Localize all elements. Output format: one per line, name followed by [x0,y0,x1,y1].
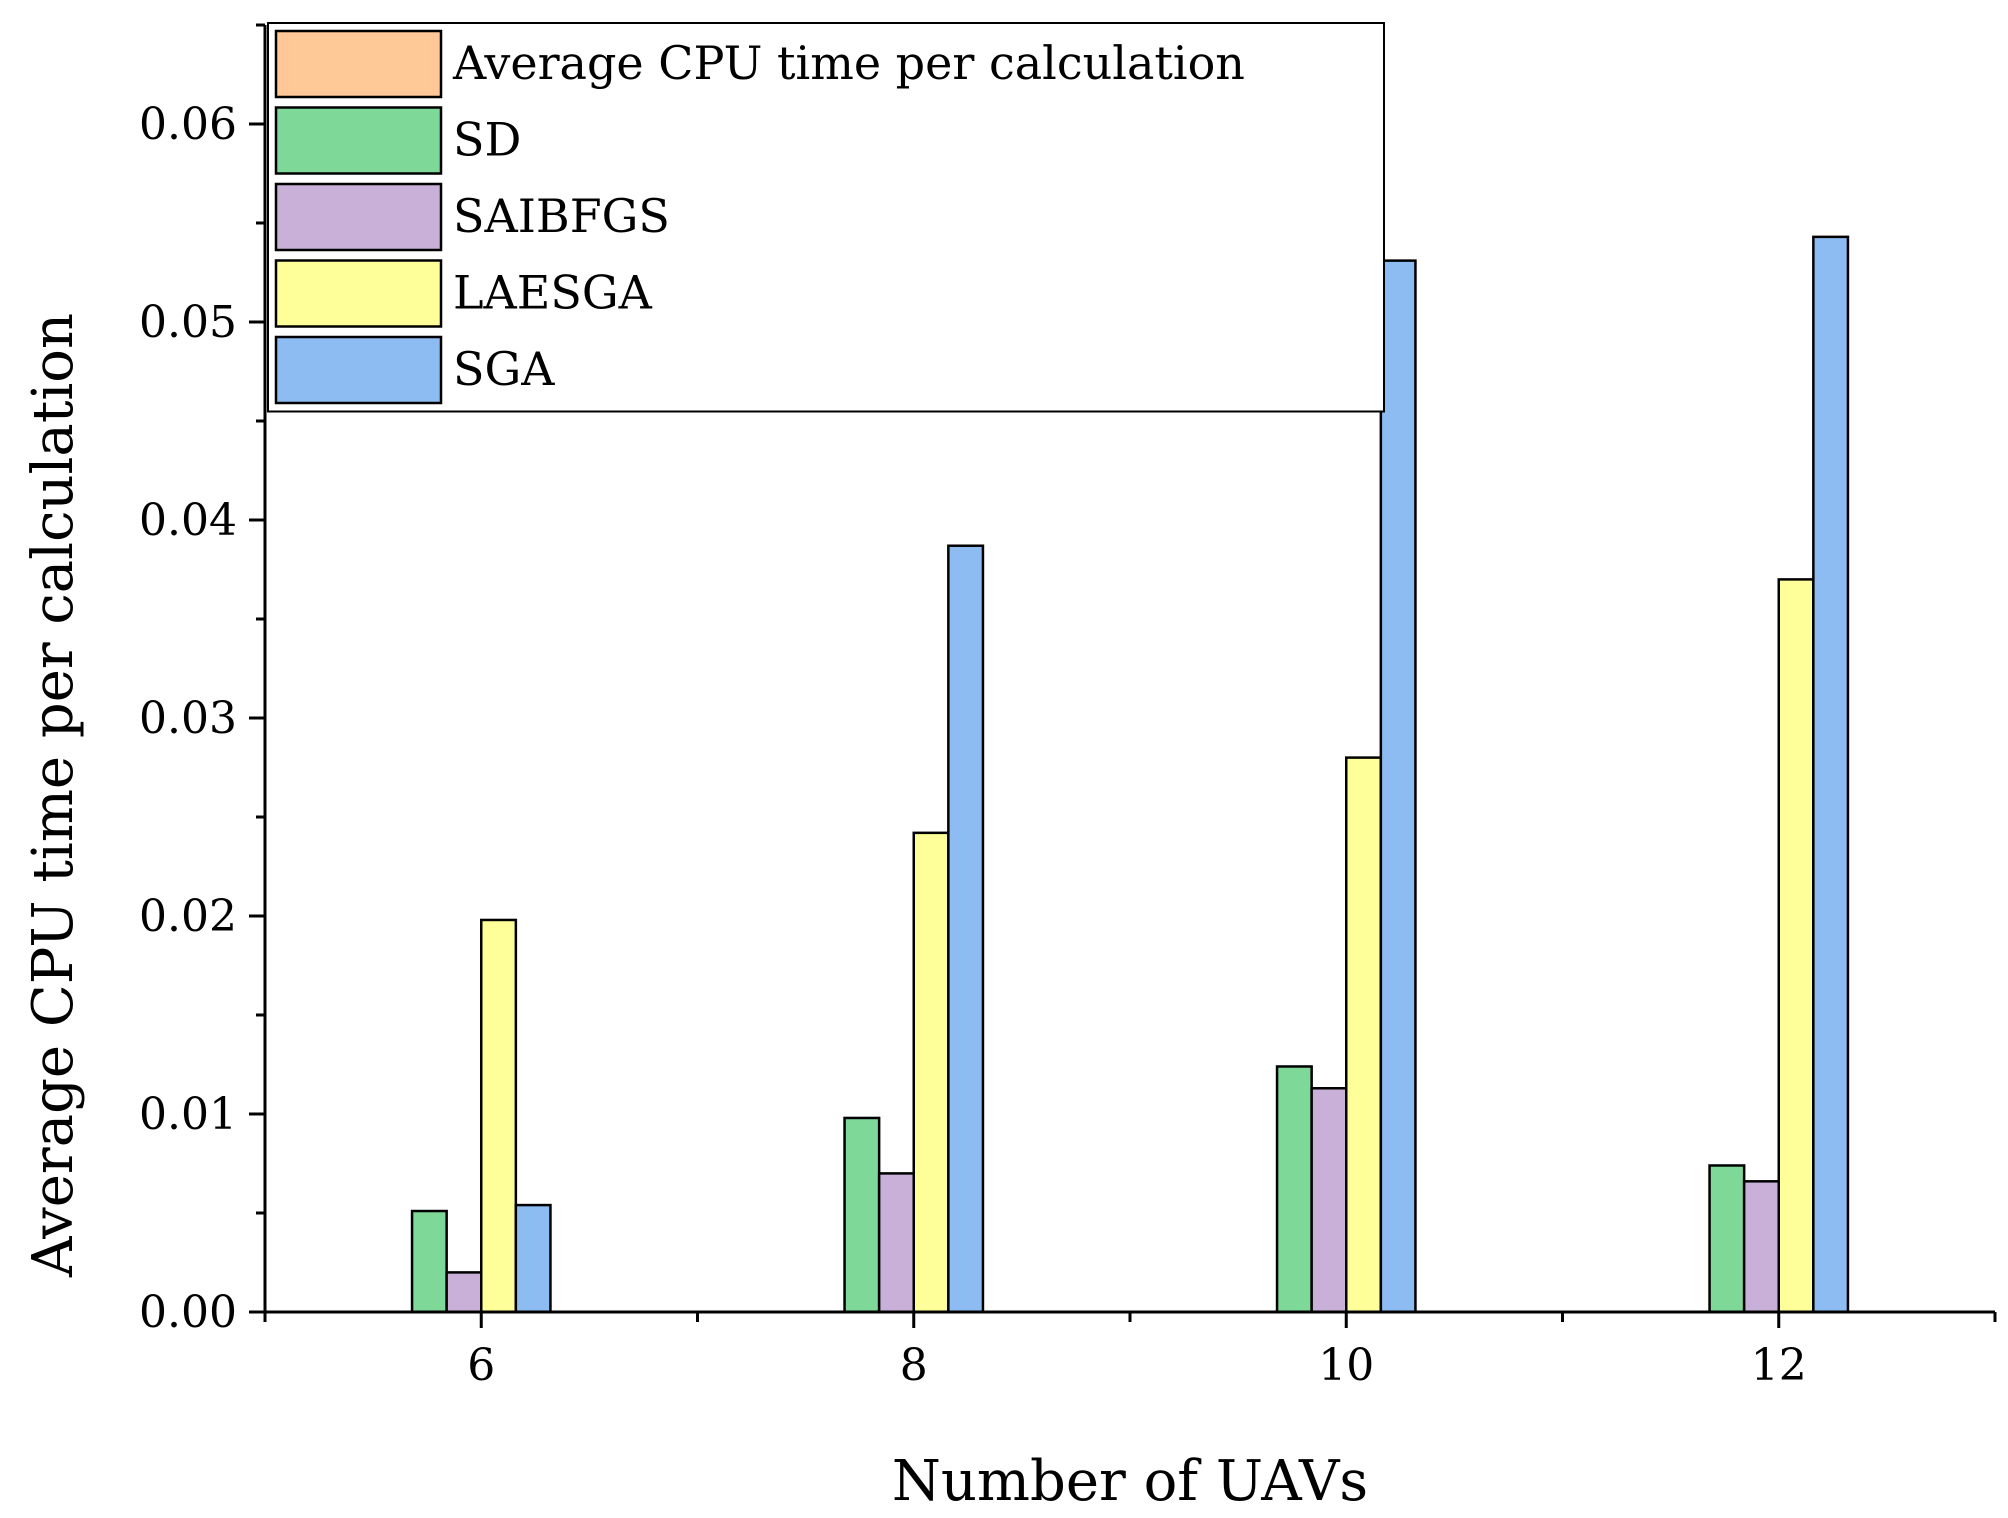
bar-sga-6 [514,1203,552,1314]
y-tick-label: 0.06 [139,99,237,150]
legend-label-saibfgs: SAIBFGS [453,189,670,243]
legend-box [267,22,1385,413]
x-tick-label: 6 [467,1340,495,1391]
bar-saibfgs-8 [877,1172,916,1314]
y-tick-label: 0.03 [139,693,237,744]
legend-swatch-saibfgs [274,182,443,252]
y-axis-title: Average CPU time per calculation [21,313,86,1278]
x-tick-label: 12 [1751,1340,1807,1391]
bar-saibfgs-6 [445,1271,483,1314]
x-tick-label: 10 [1318,1340,1374,1391]
bar-sga-8 [947,544,985,1314]
bar-saibfgs-10 [1310,1087,1348,1314]
legend-swatch-laesga [274,259,443,328]
legend-label-sd: SD [453,113,521,167]
axes: 0.00 0.01 0.02 0.03 0.04 0.05 0.06 6 8 10 12 [139,23,1997,1391]
x-tick-label: 8 [900,1340,928,1391]
legend-label-average-cpu-time-per-calculation: Average CPU time per calculation [452,36,1245,90]
y-tick-label: 0.04 [139,495,237,546]
bar-sga-10 [1379,259,1417,1314]
bar-sga-12 [1812,235,1850,1314]
bar-laesga-8 [912,831,950,1314]
bar-laesga-12 [1777,578,1815,1314]
y-tick-label: 0.00 [139,1287,237,1338]
bar-sd-8 [843,1116,881,1314]
bar-laesga-10 [1345,756,1383,1314]
bars [410,235,1850,1314]
bar-sd-10 [1275,1065,1313,1314]
y-tick-label: 0.02 [139,891,237,942]
legend-label-sga: SGA [453,342,555,396]
legend: Average CPU time per calculation SD SAIBFG… [267,22,1385,413]
bar-laesga-6 [480,918,518,1314]
bar-sd-6 [410,1209,448,1314]
bar-sd-12 [1708,1164,1746,1314]
y-tick-label: 0.01 [139,1089,237,1140]
legend-swatch-sd [274,106,443,175]
y-tick-label: 0.05 [139,297,237,348]
x-axis-title: Number of UAVs [892,1449,1368,1514]
legend-swatch-average-cpu-time-per-calculation [274,29,443,99]
bar-saibfgs-12 [1742,1180,1781,1314]
legend-label-laesga: LAESGA [453,266,653,320]
legend-swatch-sga [274,335,443,405]
